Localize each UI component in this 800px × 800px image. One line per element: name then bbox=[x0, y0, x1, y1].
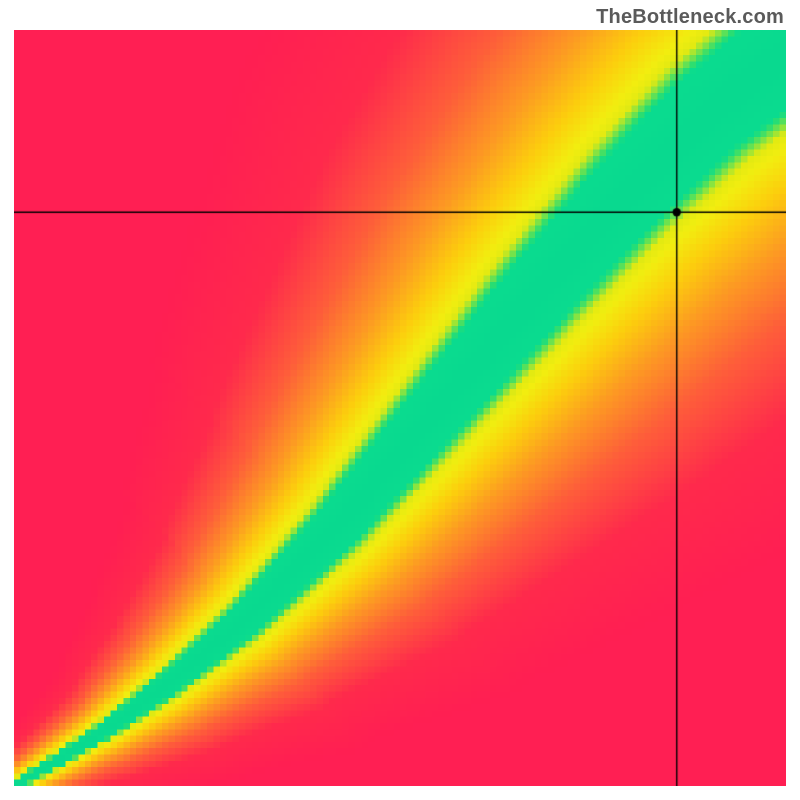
bottleneck-heatmap bbox=[14, 30, 786, 786]
watermark: TheBottleneck.com bbox=[596, 6, 784, 29]
heatmap-canvas bbox=[14, 30, 786, 786]
